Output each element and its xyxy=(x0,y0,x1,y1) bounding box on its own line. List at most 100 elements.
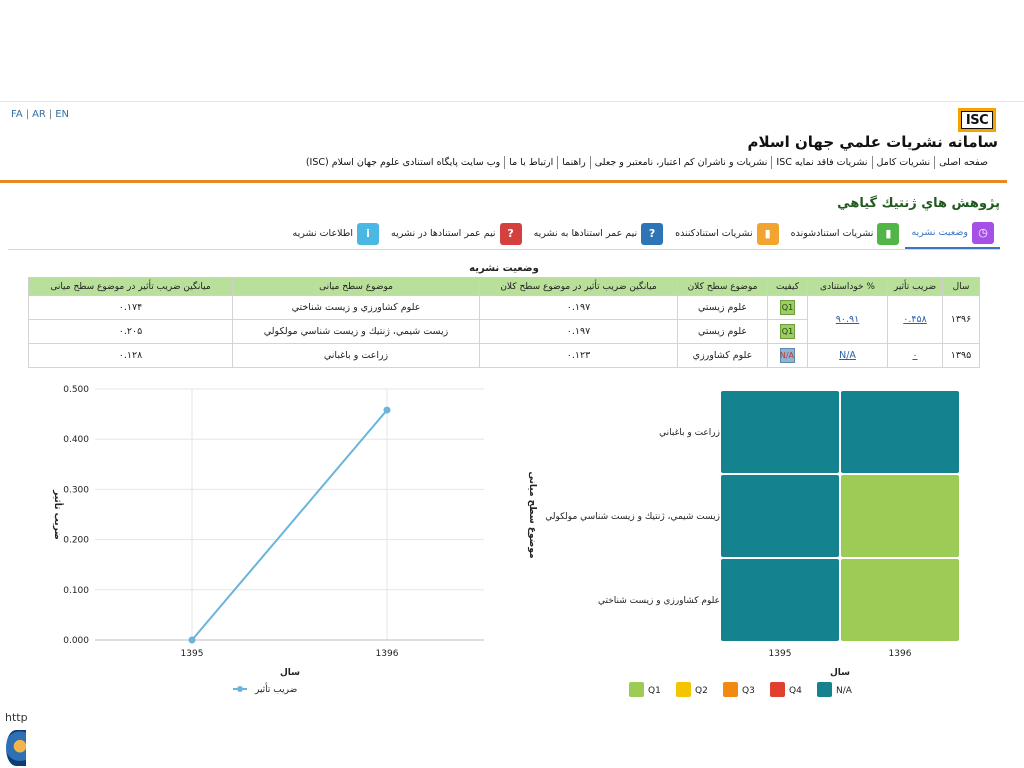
y-tick-label: 0.300 xyxy=(63,485,89,495)
y-category-label: زراعت و باغباني xyxy=(659,428,720,438)
legend-label: Q3 xyxy=(742,686,755,696)
cell-meso-subject: زيست شيمي، ژنتيك و زيست شناسي مولكولي xyxy=(232,319,480,344)
y-category-label: زيست شيمي، ژنتيك و زيست شناسي مولكولي xyxy=(545,512,720,522)
journal-title: پژوهش هاي ژنتيك گياهي xyxy=(837,196,1000,211)
legend-label: Q1 xyxy=(648,686,661,696)
tab-label: وضعيت نشريه xyxy=(911,227,968,238)
nav-non-indexed[interactable]: نشريات فاقد نمايه ISC xyxy=(771,156,871,169)
status-bar-url: http xyxy=(5,711,28,724)
cell-quality: N/A xyxy=(767,343,808,368)
header-divider xyxy=(0,180,1007,183)
cell-macro-subject: علوم زيستي xyxy=(677,295,768,320)
lang-ar-link[interactable]: AR xyxy=(32,109,46,120)
col-macro-avg: ميانگين ضريب تأثير در موضوع سطح كلان xyxy=(479,277,678,296)
table-header-row: سال ضريب تأثير % خوداستنادی كيفيت موضوع … xyxy=(28,277,980,296)
cell-year: ۱۳۹۶ xyxy=(942,295,980,344)
series-line xyxy=(191,409,388,641)
legend-label: Q2 xyxy=(695,686,708,696)
cell-self-citation-link[interactable]: N/A xyxy=(807,343,888,368)
x-tick-label: 1395 xyxy=(181,649,204,659)
journal-status-table: سال ضريب تأثير % خوداستنادی كيفيت موضوع … xyxy=(28,277,980,368)
tab-journal-status[interactable]: ◷ وضعيت نشريه xyxy=(905,218,1000,249)
legend-label: N/A xyxy=(836,686,853,696)
legend-swatch xyxy=(723,682,738,697)
question-icon: ? xyxy=(499,222,522,245)
cell-macro-avg: ۰.۱۹۷ xyxy=(479,295,678,320)
tab-citing-half-life[interactable]: ? نيم عمر استنادها در نشريه xyxy=(385,218,528,249)
bar-chart-icon: ▮ xyxy=(756,222,779,245)
legend-label: ضريب تأثير xyxy=(254,682,297,695)
cell-quality: Q1 xyxy=(767,319,808,344)
nav-contact[interactable]: ارتباط با ما xyxy=(504,156,557,169)
quartile-badge: Q1 xyxy=(780,324,795,339)
nav-isc-website[interactable]: وب سايت پايگاه استنادی علوم جهان اسلام (… xyxy=(305,157,501,168)
cell-impact-link[interactable]: ۰ xyxy=(887,343,943,368)
col-macro-subject: موضوع سطح كلان xyxy=(677,277,768,296)
y-tick-label: 0.000 xyxy=(63,636,89,646)
cell-year: ۱۳۹۵ xyxy=(942,343,980,368)
y-tick-label: 0.500 xyxy=(63,385,89,395)
y-tick-label: 0.400 xyxy=(63,435,89,445)
cell-self-citation-link[interactable]: ۹۰.۹۱ xyxy=(807,295,888,344)
table-row: ۱۳۹۶ ۰.۴۵۸ ۹۰.۹۱ Q1 علوم زيستي ۰.۱۹۷ علو… xyxy=(28,295,980,344)
browser-blank-area xyxy=(0,0,1024,102)
top-navigation: صفحه اصلی نشريات كامل نشريات فاقد نمايه … xyxy=(302,156,992,169)
y-category-label: علوم كشاورزي و زيست شناختي xyxy=(598,596,720,606)
tab-citing-journals[interactable]: ▮ نشريات استنادكننده xyxy=(669,218,785,249)
legend-swatch xyxy=(770,682,785,697)
table-row: ۱۳۹۵ ۰ N/A N/A علوم كشاورزي ۰.۱۲۳ زراعت … xyxy=(28,343,980,368)
quartile-heatmap: زراعت و باغباني زيست شيمي، ژنتيك و زيست ش… xyxy=(527,391,959,697)
lang-separator: | xyxy=(25,109,30,120)
isc-logo[interactable]: ISC xyxy=(958,108,996,132)
legend-label: Q4 xyxy=(789,686,802,696)
lang-fa-link[interactable]: FA xyxy=(11,109,23,120)
cell-meso-subject: زراعت و باغباني xyxy=(232,343,480,368)
heatmap-cell xyxy=(721,391,839,473)
heatmap-cell xyxy=(721,559,839,641)
table-row: Q1 علوم زيستي ۰.۱۹۷ زيست شيمي، ژنتيك و ز… xyxy=(28,319,980,344)
col-meso-subject: موضوع سطح ميانی xyxy=(232,277,480,296)
language-switcher: FA | AR | EN xyxy=(11,109,69,120)
tab-label: نيم عمر استنادها در نشريه xyxy=(390,228,496,239)
nav-home[interactable]: صفحه اصلی xyxy=(934,156,992,169)
col-year: سال xyxy=(942,277,980,296)
data-point xyxy=(383,406,391,414)
col-self-citation: % خوداستنادی xyxy=(807,277,888,296)
cell-meso-avg: ۰.۱۷۴ xyxy=(28,295,233,320)
cell-macro-avg: ۰.۱۹۷ xyxy=(479,319,678,344)
heatmap-cell xyxy=(841,475,959,557)
tab-label: اطلاعات نشريه xyxy=(292,228,353,239)
tab-journal-info[interactable]: i اطلاعات نشريه xyxy=(286,218,385,249)
tab-cited-half-life[interactable]: ? نيم عمر استنادها به نشريه xyxy=(528,218,670,249)
lang-en-link[interactable]: EN xyxy=(55,109,70,120)
legend-swatch xyxy=(676,682,691,697)
quartile-badge: Q1 xyxy=(780,300,795,315)
x-axis-title: سال xyxy=(280,668,300,678)
tab-cited-journals[interactable]: ▮ نشريات استنادشونده xyxy=(785,218,906,249)
heatmap-cell xyxy=(721,475,839,557)
data-point xyxy=(188,636,196,644)
isc-logo-text: ISC xyxy=(961,111,993,129)
cell-meso-subject: علوم كشاورزي و زيست شناختي xyxy=(232,295,480,320)
tab-label: نشريات استنادكننده xyxy=(675,228,753,239)
status-table-caption: وضعيت نشريه xyxy=(469,263,539,274)
heatmap-cell xyxy=(841,391,959,473)
y-tick-label: 0.100 xyxy=(63,586,89,596)
col-meso-avg: ميانگين ضريب تأثير در موضوع سطح ميانی xyxy=(28,277,233,296)
nav-predatory[interactable]: نشريات و ناشران كم اعتبار، نامعتبر و جعل… xyxy=(589,156,772,169)
site-title: سامانه نشريات علمي جهان اسلام xyxy=(747,133,998,151)
y-tick-label: 0.200 xyxy=(63,536,89,546)
x-category-label: 1395 xyxy=(769,649,792,659)
no-quartile-badge: N/A xyxy=(780,348,795,363)
start-button-icon[interactable] xyxy=(6,730,26,766)
bar-chart-icon: ▮ xyxy=(877,222,900,245)
impact-line-chart: 0.000 0.100 0.200 0.300 0.400 0.500 1395 1396 سا… xyxy=(52,385,484,695)
legend-marker xyxy=(237,686,243,692)
cell-macro-subject: علوم كشاورزي xyxy=(677,343,768,368)
col-quality: كيفيت xyxy=(767,277,808,296)
cell-impact-link[interactable]: ۰.۴۵۸ xyxy=(887,295,943,344)
nav-help[interactable]: راهنما xyxy=(557,156,590,169)
col-impact-factor: ضريب تأثير xyxy=(887,277,943,296)
cell-macro-subject: علوم زيستي xyxy=(677,319,768,344)
nav-full-journals[interactable]: نشريات كامل xyxy=(871,156,935,169)
